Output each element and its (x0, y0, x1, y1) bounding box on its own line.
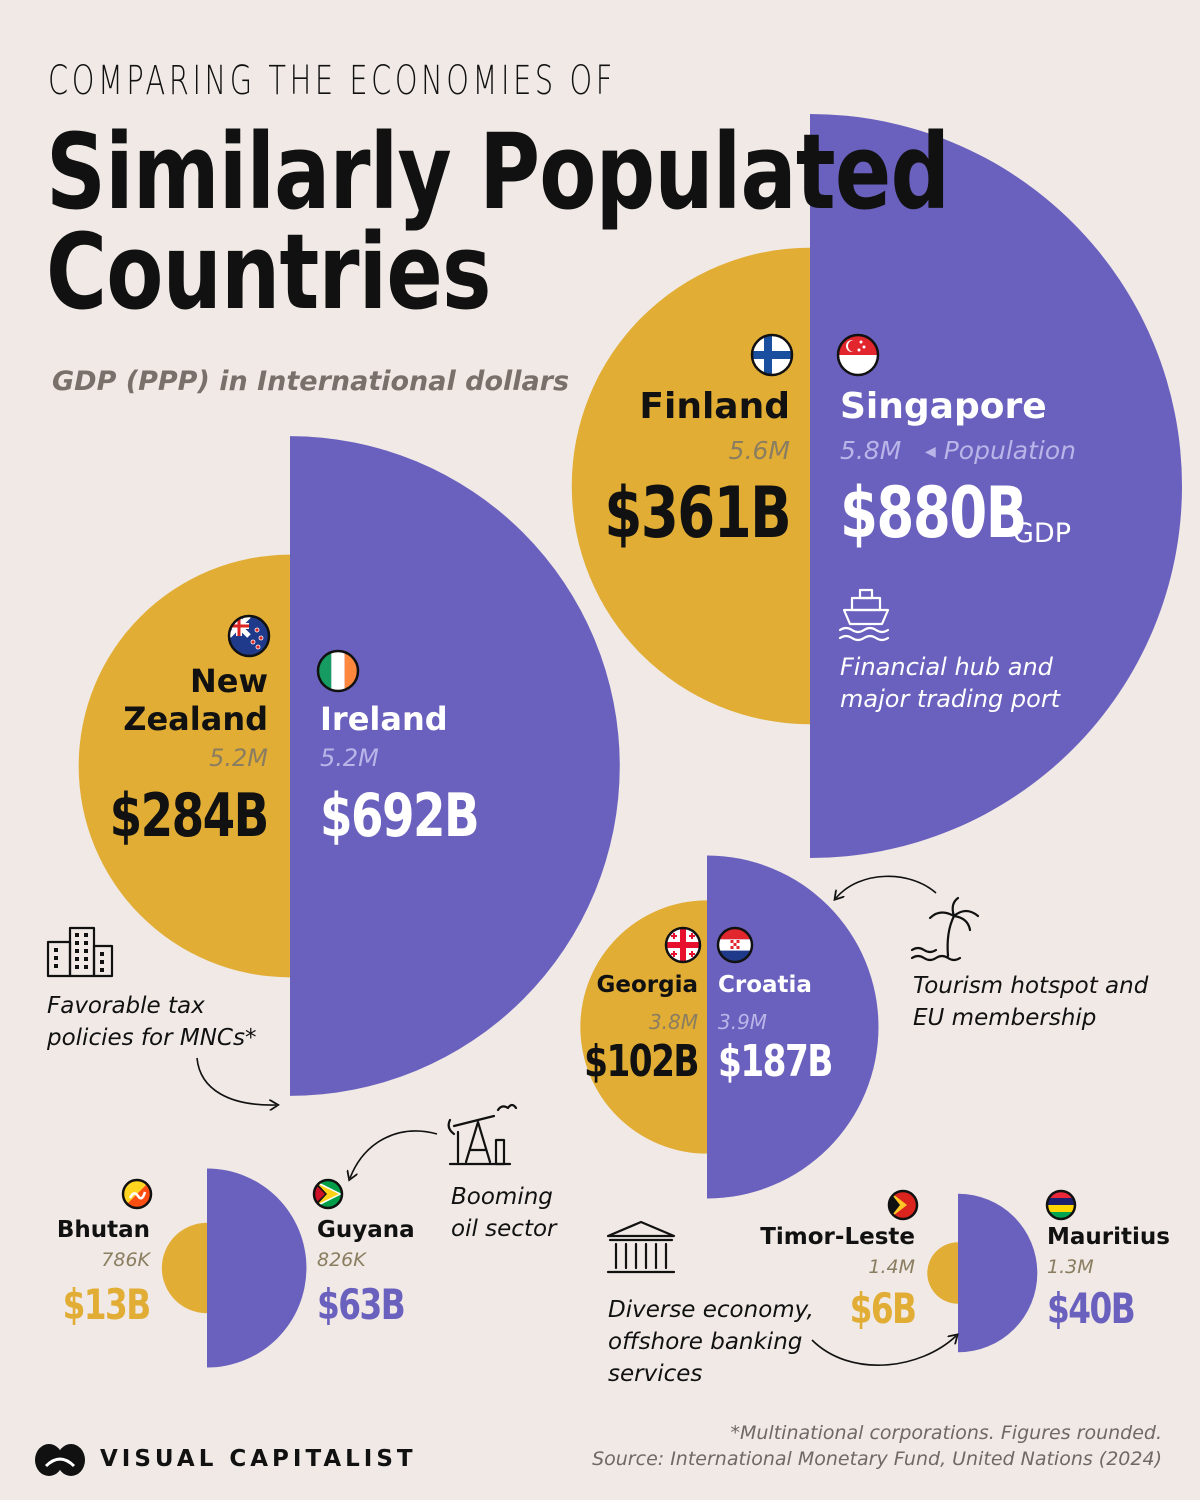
finland-flag-icon (750, 333, 794, 377)
source-note: Source: International Monetary Fund, Uni… (592, 1448, 1162, 1470)
timor-leste-population: 1.4M (868, 1256, 915, 1278)
mauritius-note: Diverse economy, offshore banking servic… (608, 1297, 814, 1387)
singapore-gdp-half-circle (810, 114, 1182, 858)
guyana-flag-icon (312, 1178, 344, 1210)
georgia-label: Georgia (596, 972, 699, 998)
georgia-gdp: $102B (584, 1036, 699, 1087)
croatia-arrow (836, 875, 937, 898)
guyana-gdp: $63B (317, 1280, 406, 1329)
bank-building-icon (606, 1220, 676, 1274)
ireland-gdp-half-circle (290, 436, 620, 1096)
new-zealand-population: 5.2M (209, 744, 268, 772)
chart-subtitle: GDP (PPP) in International dollars (52, 366, 570, 397)
timor-leste-flag-icon (887, 1189, 919, 1221)
guyana-note: Booming oil sector (451, 1184, 557, 1242)
ireland-label: Ireland (320, 700, 448, 738)
oil-pump-icon (447, 1103, 518, 1166)
bhutan-gdp: $13B (62, 1280, 152, 1329)
bhutan-label: Bhutan (56, 1217, 150, 1243)
ship-icon (838, 588, 890, 642)
singapore-population: 5.8M (840, 436, 902, 465)
bhutan-gdp-half-circle (161, 1222, 207, 1314)
chart-title: Similarly Populated Countries (46, 111, 950, 333)
new-zealand-label-line2: Zealand (123, 700, 268, 738)
mauritius-arrow (811, 1336, 956, 1366)
guyana-population: 826K (317, 1249, 366, 1271)
ireland-population: 5.2M (320, 744, 379, 772)
bhutan-population: 786K (101, 1249, 150, 1271)
mauritius-gdp: $40B (1047, 1284, 1136, 1333)
singapore-flag-icon (836, 333, 880, 377)
croatia-flag-icon (716, 926, 754, 964)
brand-name: VISUAL CAPITALIST (100, 1446, 417, 1472)
new-zealand-flag-icon (227, 614, 271, 658)
mauritius-label: Mauritius (1047, 1224, 1170, 1250)
finland-population: 5.6M (728, 436, 790, 465)
guyana-label: Guyana (317, 1217, 415, 1243)
finland-label: Finland (639, 386, 790, 427)
croatia-note: Tourism hotspot and EU membership (913, 973, 1149, 1031)
new-zealand-label-line1: New (189, 662, 268, 700)
finland-gdp-half-circle (571, 247, 810, 725)
guyana-gdp-half-circle (207, 1168, 307, 1368)
timor-leste-gdp-half-circle (927, 1242, 958, 1304)
mauritius-flag-icon (1045, 1189, 1077, 1221)
chart-kicker: COMPARING THE ECONOMIES OF (48, 58, 616, 104)
mauritius-population: 1.3M (1047, 1256, 1094, 1278)
timor-leste-label: Timor-Leste (760, 1224, 915, 1250)
ireland-gdp: $692B (320, 781, 480, 851)
ireland-note: Favorable tax policies for MNCs* (47, 993, 257, 1051)
croatia-population: 3.9M (718, 1010, 768, 1034)
singapore-gdp: $880B (840, 472, 1027, 554)
new-zealand-gdp-half-circle (78, 554, 290, 978)
singapore-label: Singapore (840, 386, 1047, 427)
footnote: *Multinational corporations. Figures rou… (730, 1422, 1163, 1444)
pointer-left-icon: ◀ (925, 444, 936, 460)
croatia-label: Croatia (718, 972, 812, 998)
new-zealand-gdp: $284B (109, 781, 270, 851)
finland-gdp: $361B (604, 472, 791, 554)
new-zealand-label: New Zealand (123, 662, 268, 738)
croatia-gdp: $187B (718, 1036, 833, 1087)
visual-capitalist-logo-icon (35, 1444, 85, 1476)
chart-title-line2: Countries (46, 211, 492, 333)
georgia-flag-icon (664, 926, 702, 964)
bhutan-flag-icon (121, 1178, 153, 1210)
georgia-population: 3.8M (648, 1010, 698, 1034)
palm-tree-icon (910, 896, 980, 962)
georgia-gdp-half-circle (580, 900, 707, 1154)
population-legend: ◀ Population (925, 436, 1076, 465)
singapore-note: Financial hub and major trading port (840, 653, 1061, 713)
mauritius-gdp-half-circle (958, 1193, 1038, 1353)
chart-title-line1: Similarly Populated (46, 111, 950, 233)
gdp-legend-label: GDP (1013, 518, 1071, 549)
ireland-flag-icon (316, 649, 360, 693)
population-legend-label: Population (943, 436, 1076, 465)
ireland-arrow (196, 1057, 276, 1105)
timor-leste-gdp: $6B (849, 1284, 916, 1333)
office-buildings-icon (46, 926, 114, 978)
guyana-arrow (350, 1130, 438, 1178)
